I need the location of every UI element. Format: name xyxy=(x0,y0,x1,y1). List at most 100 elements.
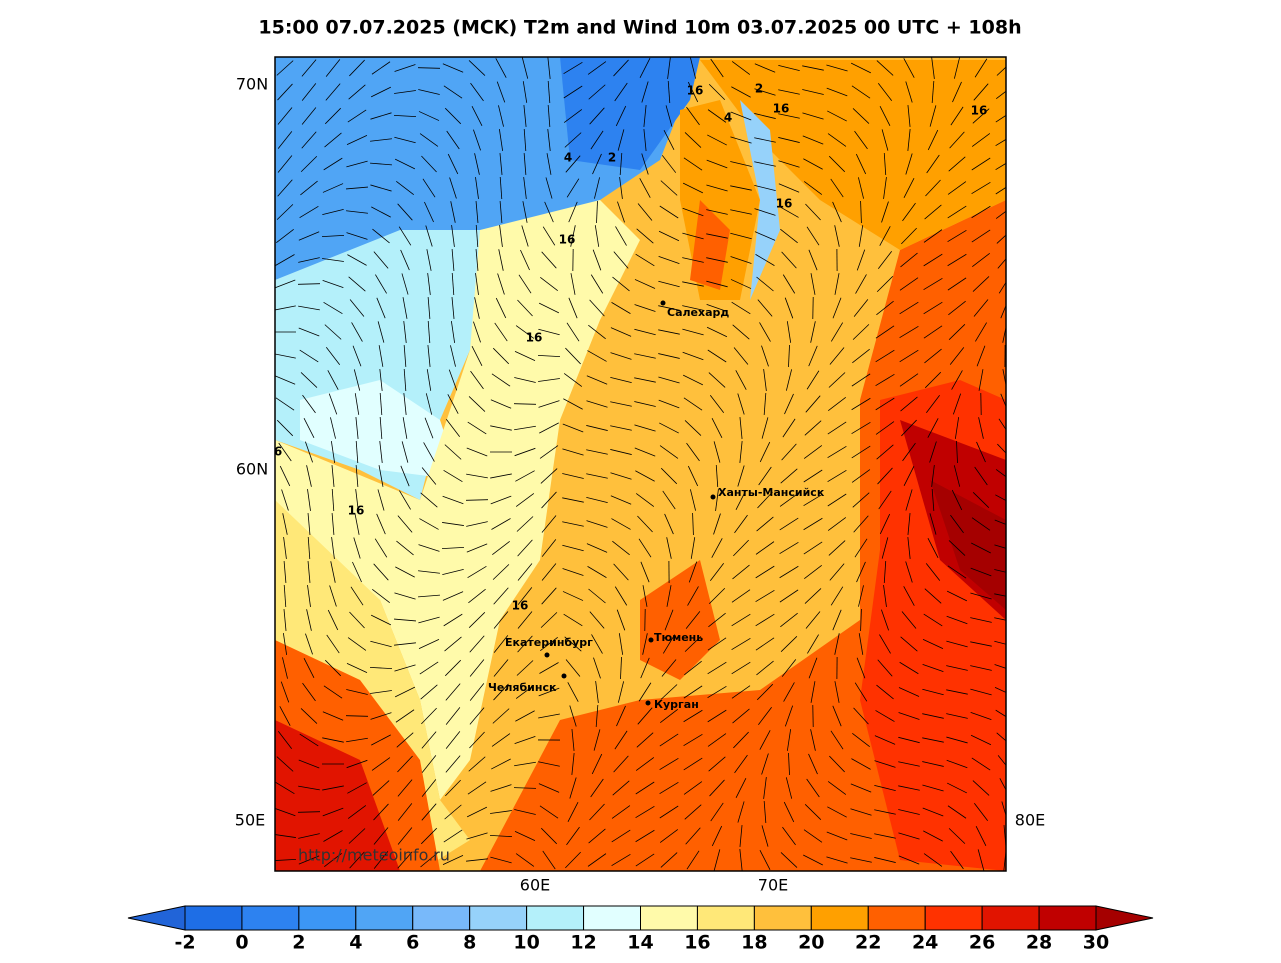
city-label: Екатеринбург xyxy=(505,636,593,649)
wind-barb xyxy=(569,705,577,727)
wind-barb xyxy=(635,781,655,795)
wind-barb xyxy=(443,829,463,843)
wind-barb xyxy=(734,514,748,534)
wind-barb xyxy=(322,785,344,791)
wind-barb xyxy=(659,445,679,459)
wind-barb xyxy=(611,829,631,843)
wind-barb xyxy=(706,184,728,192)
wind-barb xyxy=(474,297,480,319)
colorbar-tick-label: 24 xyxy=(912,932,938,954)
wind-barb xyxy=(372,588,390,604)
wind-barb xyxy=(874,809,896,815)
wind-barb xyxy=(298,327,320,337)
wind-barb xyxy=(972,491,990,509)
wind-barb xyxy=(682,232,704,240)
wind-barb xyxy=(905,81,913,103)
wind-barb xyxy=(323,157,343,171)
wind-barb xyxy=(947,277,967,291)
wind-barb xyxy=(636,228,654,244)
wind-barb xyxy=(521,225,529,247)
wind-barb xyxy=(370,184,392,192)
wind-barb xyxy=(276,228,294,244)
wind-barb xyxy=(346,663,368,673)
wind-barb xyxy=(709,395,725,413)
wind-barb xyxy=(393,115,417,117)
wind-barb xyxy=(946,640,968,648)
lon-label: 50E xyxy=(235,811,265,830)
wind-barb xyxy=(756,516,774,532)
wind-barb xyxy=(467,781,487,795)
wind-barb xyxy=(425,225,433,247)
wind-barb xyxy=(298,305,320,311)
wind-barb xyxy=(874,833,896,839)
wind-barb xyxy=(858,585,864,607)
wind-barb xyxy=(658,230,680,242)
wind-barb xyxy=(469,707,485,725)
wind-barb xyxy=(829,347,845,365)
wind-barb xyxy=(803,469,823,483)
wind-barb xyxy=(490,784,512,792)
wind-barb xyxy=(594,225,600,247)
wind-barb xyxy=(355,417,359,439)
wind-barb xyxy=(595,681,599,703)
wind-barb xyxy=(830,730,844,750)
wind-barb xyxy=(514,425,536,431)
wind-barb xyxy=(808,345,818,367)
wind-barb xyxy=(1002,369,1006,388)
wind-barb xyxy=(660,852,678,868)
city-label: Курган xyxy=(654,698,699,711)
wind-barb xyxy=(420,852,438,868)
wind-barb xyxy=(995,494,1006,501)
wind-barb xyxy=(443,85,463,99)
wind-barb xyxy=(854,130,868,150)
title: 15:00 07.07.2025 (MCK) T2m and Wind 10m … xyxy=(258,17,1021,39)
wind-barb xyxy=(397,827,413,845)
wind-barb xyxy=(946,759,968,769)
wind-barb xyxy=(564,636,582,652)
wind-barb xyxy=(466,832,488,840)
wind-barb xyxy=(589,107,605,125)
wind-barb xyxy=(659,805,679,819)
wind-barb xyxy=(780,228,798,244)
contour-label: 16 xyxy=(687,84,704,98)
wind-barb xyxy=(804,588,822,604)
wind-barb xyxy=(953,465,961,487)
wind-barb xyxy=(901,227,917,245)
wind-barb xyxy=(594,177,600,199)
wind-barb xyxy=(307,536,311,560)
wind-barb xyxy=(827,469,847,483)
wind-barb xyxy=(905,153,913,175)
wind-barb xyxy=(444,444,462,460)
wind-barb xyxy=(682,207,704,217)
wind-barb xyxy=(692,512,694,536)
wind-barb xyxy=(275,858,297,861)
wind-barb xyxy=(442,522,464,526)
wind-barb xyxy=(547,129,551,151)
wind-barb xyxy=(660,467,678,485)
wind-barb xyxy=(853,299,869,317)
wind-barb xyxy=(707,637,727,651)
wind-barb xyxy=(640,657,650,679)
wind-barb xyxy=(322,279,344,289)
contour-label: 16 xyxy=(559,233,576,247)
wind-barb xyxy=(832,201,842,223)
wind-barb xyxy=(828,155,846,173)
wind-barb xyxy=(590,778,604,798)
wind-barb xyxy=(517,611,533,629)
wind-barb xyxy=(922,688,944,696)
wind-barb xyxy=(470,82,484,102)
wind-barb xyxy=(785,369,793,391)
wind-barb xyxy=(610,495,632,505)
wind-barb xyxy=(615,105,627,127)
wind-barb xyxy=(541,515,557,533)
wind-barb xyxy=(877,251,893,269)
wind-barb xyxy=(373,251,389,269)
wind-barb xyxy=(730,136,752,144)
wind-barb xyxy=(754,137,776,143)
wind-barb xyxy=(522,201,528,223)
wind-barb xyxy=(542,226,556,246)
wind-barb xyxy=(708,612,726,628)
wind-barb xyxy=(592,153,602,175)
wind-barb xyxy=(517,563,533,581)
wind-barb xyxy=(610,376,632,384)
